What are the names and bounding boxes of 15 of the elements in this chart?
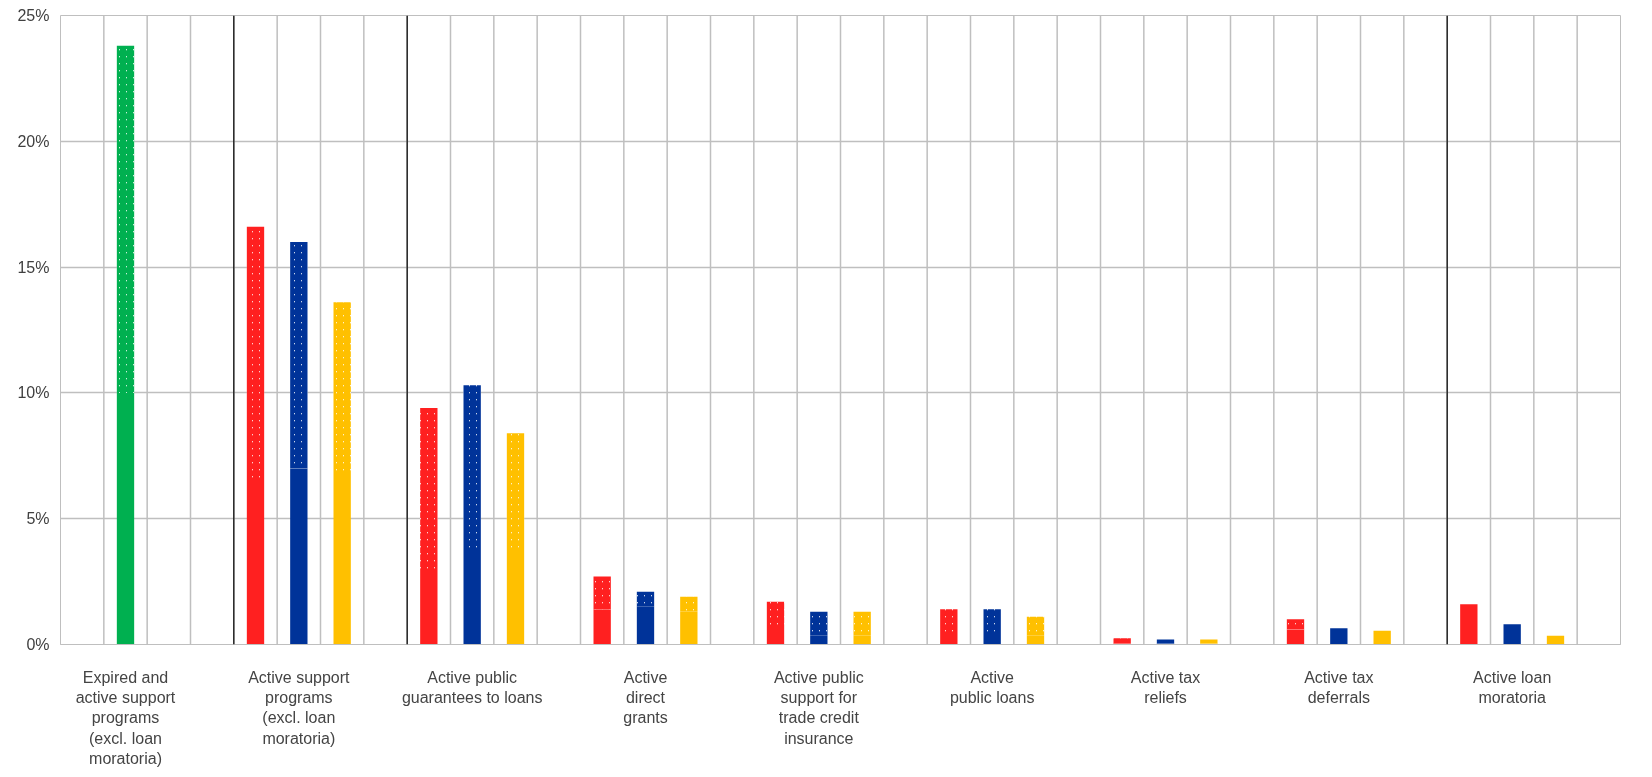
y-tick-label: 25% [17, 7, 50, 24]
x-tick-label: Active public guarantees to loans [401, 668, 543, 706]
x-tick-label: Expired and active support programs (excl. loan moratoria) [75, 668, 176, 768]
y-tick-label: 20% [17, 132, 50, 150]
x-tick-label: Active support programs (excl. loan moratoria) [248, 668, 351, 747]
y-tick-label: 15% [17, 258, 50, 276]
y-tick-label: 10% [17, 384, 50, 402]
x-tick-label: Active loan moratoria [1473, 668, 1552, 706]
x-tick-label: Active direct grants [623, 668, 668, 727]
x-tick-label: Active tax reliefs [1130, 668, 1201, 706]
x-tick-label: Active public loans [949, 668, 1035, 706]
x-tick-label: Active tax deferrals [1304, 668, 1374, 706]
y-tick-label: 0% [26, 636, 50, 653]
x-tick-label: Active public support for trade credit insurance [773, 668, 864, 747]
y-tick-label: 5% [26, 510, 50, 528]
